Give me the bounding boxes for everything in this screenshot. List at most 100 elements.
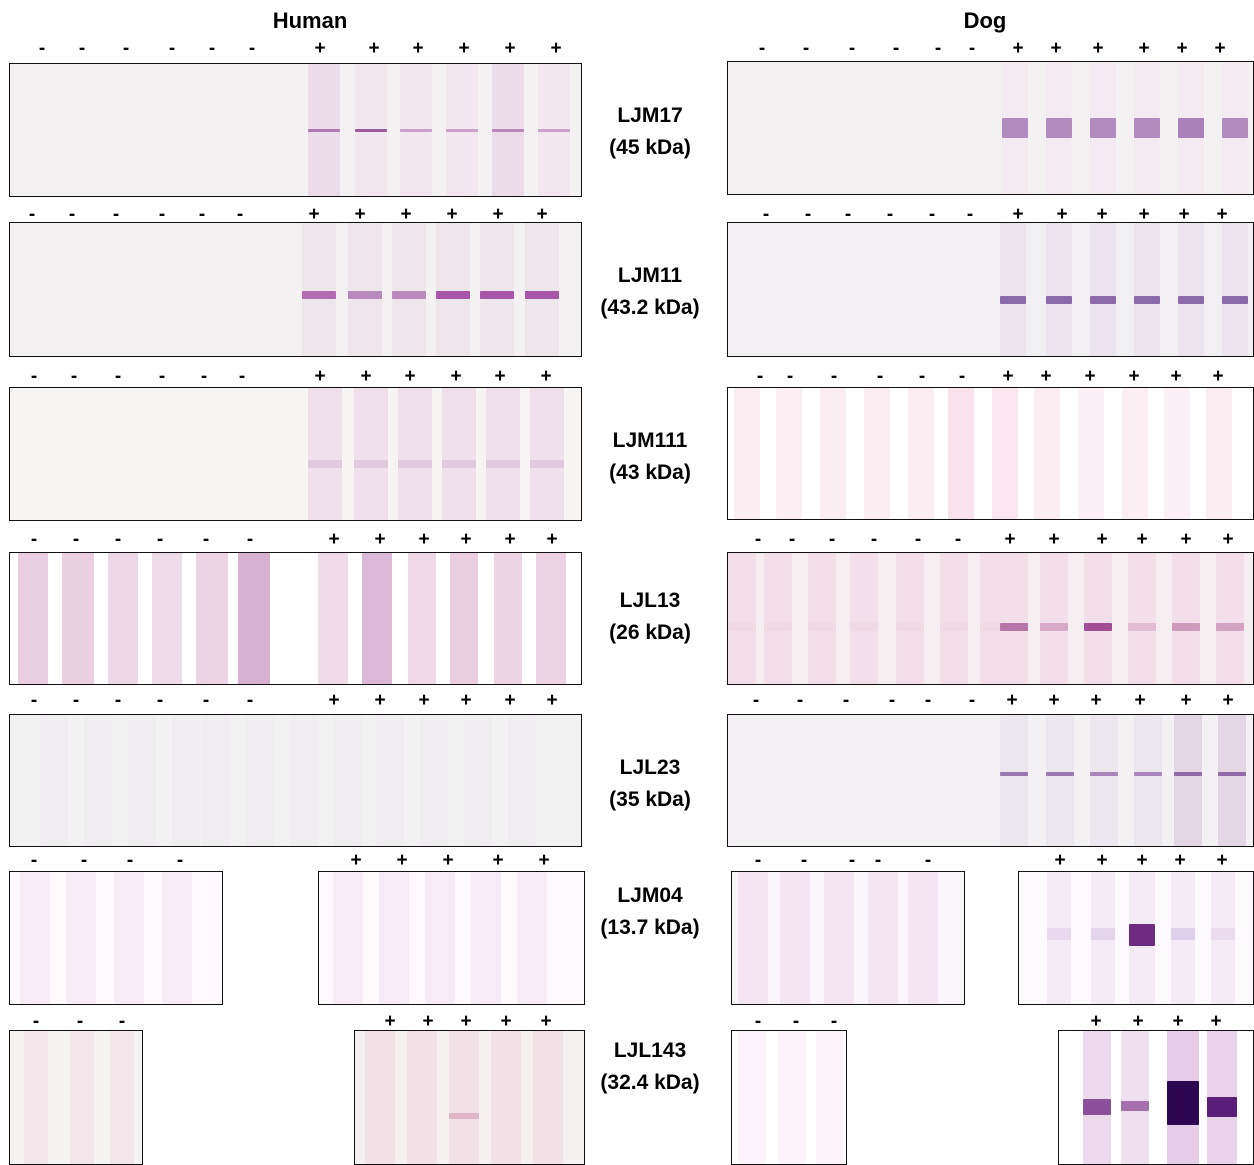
blot-lane [486,388,520,520]
minus-sign: - [156,529,164,550]
blot-lane [302,223,336,356]
plus-sign: + [550,38,562,59]
blot-lane [446,64,478,196]
protein-band [1000,772,1028,776]
blot-lane [348,223,382,356]
blot-lane [820,388,846,519]
plus-sign: + [1134,690,1146,711]
plus-sign: + [540,366,552,387]
plus-sign: + [1180,690,1192,711]
blot-panel-dog-ljl143-neg [731,1030,847,1165]
blot-lane [1090,62,1116,194]
plus-sign: + [1048,529,1060,550]
plus-sign: + [1212,366,1224,387]
blot-lane [1090,715,1118,846]
blot-lane [354,388,388,520]
protein-band [530,460,564,468]
plus-sign: + [1172,1011,1184,1032]
blot-panel-dog-ljm111 [727,387,1254,520]
minus-sign: - [830,1011,838,1032]
blot-lane [333,872,363,1004]
blot-lane [816,1031,844,1164]
minus-sign: - [914,529,922,550]
minus-sign: - [126,850,134,871]
plus-sign: + [450,366,462,387]
plus-sign: + [418,690,430,711]
minus-sign: - [68,204,76,225]
minus-sign: - [918,366,926,387]
blot-lane [24,1031,48,1164]
protein-name: LJM17 [617,104,683,127]
plus-sign: + [1096,529,1108,550]
header-dog: Dog [963,8,1007,33]
blot-lane [850,553,878,684]
plus-sign: + [1214,38,1226,59]
blot-lane [308,64,340,196]
blot-lane [764,553,792,684]
blot-lane [1134,62,1160,194]
blot-lane [420,715,448,846]
minus-sign: - [966,204,974,225]
blot-lane [1134,715,1162,846]
protein-band [442,460,476,468]
blot-lane [1128,553,1156,684]
blot-lane [152,553,182,684]
blot-lane [40,715,68,846]
blot-lane [1178,62,1204,194]
protein-band [980,623,1008,631]
protein-label: LJM11 (43.2 kDa) [575,260,725,324]
plus-sign: + [1096,204,1108,225]
plus-sign: + [494,366,506,387]
protein-band [850,623,878,631]
blot-lane [365,1031,395,1164]
minus-sign: - [76,1011,84,1032]
minus-sign: - [802,38,810,59]
blot-lane [1211,872,1235,1004]
plus-sign: + [1084,366,1096,387]
plus-sign: + [1096,850,1108,871]
blot-lane [808,553,836,684]
plus-sign: + [308,204,320,225]
blot-lane [1164,388,1190,519]
protein-size: (43 kDa) [609,461,691,484]
minus-sign: - [168,38,176,59]
protein-name: LJM04 [617,884,683,907]
blot-lane [18,553,48,684]
plus-sign: + [1222,529,1234,550]
minus-sign: - [72,529,80,550]
minus-sign: - [114,529,122,550]
plus-sign: + [1138,204,1150,225]
minus-sign: - [752,690,760,711]
blot-panel-dog-ljm04-neg [731,871,965,1005]
blot-panel-human-ljm11 [9,222,582,357]
blot-panel-dog-ljm11 [727,222,1254,357]
blot-lane [494,553,522,684]
blot-lane [948,388,974,519]
blot-panel-dog-ljl13 [727,552,1254,685]
blot-lane [868,872,898,1004]
minus-sign: - [208,38,216,59]
plus-sign: + [1092,38,1104,59]
plus-sign: + [1132,1011,1144,1032]
plus-sign: + [460,1011,472,1032]
blot-lane [425,872,455,1004]
protein-band [1090,772,1118,776]
plus-sign: + [1216,204,1228,225]
plus-sign: + [1178,204,1190,225]
blot-lane [84,715,112,846]
protein-band [1046,296,1072,304]
plus-sign: + [422,1011,434,1032]
minus-sign: - [924,850,932,871]
minus-sign: - [954,529,962,550]
plus-sign: + [538,850,550,871]
blot-lane [379,872,409,1004]
blot-lane [172,715,200,846]
plus-sign: + [1056,204,1068,225]
minus-sign: - [924,690,932,711]
plus-sign: + [1006,690,1018,711]
plus-sign: + [396,850,408,871]
minus-sign: - [848,38,856,59]
protein-band [533,1113,563,1119]
minus-sign: - [70,366,78,387]
minus-sign: - [112,204,120,225]
